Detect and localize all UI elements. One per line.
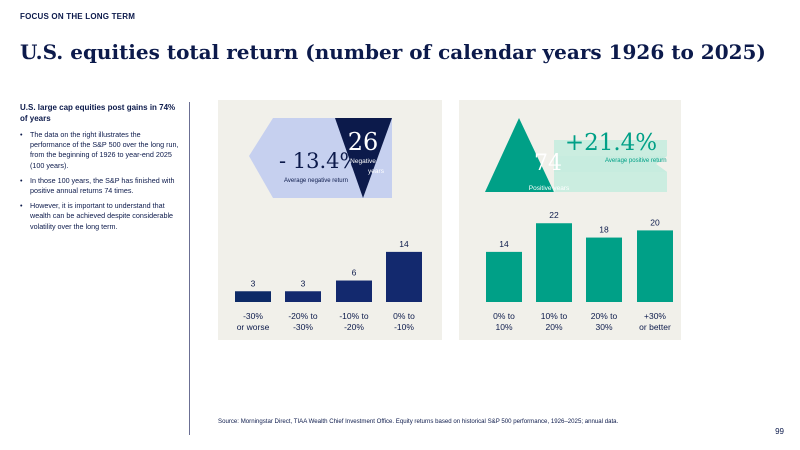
negative-bar — [336, 280, 372, 302]
positive-bar — [637, 230, 673, 302]
negative-years-label-line1: Negative — [350, 158, 376, 165]
positive-years-label: Positive years — [529, 185, 570, 192]
negative-category-label: -20% to — [288, 311, 318, 321]
source-note: Source: Morningstar Direct, TIAA Wealth … — [218, 418, 619, 425]
eyebrow-label: FOCUS ON THE LONG TERM — [20, 12, 136, 21]
negative-years-label-line2: years — [368, 168, 385, 175]
negative-bar-value-label: 14 — [399, 239, 409, 249]
positive-category-label: 30% — [595, 322, 612, 332]
positive-category-label: 0% to — [493, 311, 515, 321]
negative-bar — [285, 291, 321, 302]
bullet-item: However, it is important to understand t… — [20, 201, 180, 232]
negative-category-label: -10% — [394, 322, 414, 332]
positive-category-label: 10% to — [541, 311, 568, 321]
positive-category-label: +30% — [644, 311, 666, 321]
bullet-item: The data on the right illustrates the pe… — [20, 130, 180, 171]
negative-category-label: -10% to — [339, 311, 369, 321]
positive-bar — [586, 237, 622, 302]
positive-category-label: 20% to — [591, 311, 618, 321]
sidebar-heading: U.S. large cap equities post gains in 74… — [20, 103, 176, 123]
positive-returns-panel: +21.4% Average positive return 74 Positi… — [459, 100, 681, 340]
positive-chart-svg: +21.4% Average positive return 74 Positi… — [485, 118, 673, 332]
negative-bar-value-label: 6 — [352, 268, 357, 278]
positive-bar — [536, 223, 572, 302]
positive-average-value: +21.4% — [565, 130, 657, 156]
sidebar-bullets: The data on the right illustrates the pe… — [20, 130, 180, 232]
positive-bar-value-label: 18 — [599, 225, 609, 235]
divider — [189, 102, 190, 435]
negative-bar — [386, 251, 422, 302]
negative-category-label: or worse — [237, 322, 270, 332]
negative-average-label: Average negative return — [284, 178, 348, 184]
positive-bar-value-label: 22 — [549, 210, 559, 220]
positive-average-label: Average positive return — [605, 158, 667, 164]
negative-category-label: -20% — [344, 322, 364, 332]
positive-years-count: 74 — [534, 151, 562, 176]
negative-category-label: 0% to — [393, 311, 415, 321]
positive-bar — [486, 251, 522, 302]
negative-category-label: -30% — [243, 311, 263, 321]
negative-bar-value-label: 3 — [301, 278, 306, 288]
bullet-item: In those 100 years, the S&P has finished… — [20, 176, 180, 196]
positive-average-arrow-body — [554, 156, 667, 172]
negative-chart-svg: - 13.4% Average negative return 26 Negat… — [235, 118, 422, 332]
sidebar-text: U.S. large cap equities post gains in 74… — [20, 102, 180, 237]
negative-bar — [235, 291, 271, 302]
positive-category-label: 20% — [545, 322, 562, 332]
negative-category-label: -30% — [293, 322, 313, 332]
negative-years-triangle — [335, 118, 392, 198]
positive-bar-value-label: 14 — [499, 239, 509, 249]
negative-bar-value-label: 3 — [251, 278, 256, 288]
positive-bar-value-label: 20 — [650, 217, 660, 227]
page-number: 99 — [775, 427, 784, 436]
page-title: U.S. equities total return (number of ca… — [20, 40, 766, 64]
negative-years-count: 26 — [348, 128, 379, 156]
negative-returns-panel: - 13.4% Average negative return 26 Negat… — [218, 100, 442, 340]
negative-average-value: - 13.4% — [279, 149, 359, 173]
positive-category-label: or better — [639, 322, 671, 332]
positive-category-label: 10% — [495, 322, 512, 332]
positive-years-triangle — [485, 118, 554, 192]
